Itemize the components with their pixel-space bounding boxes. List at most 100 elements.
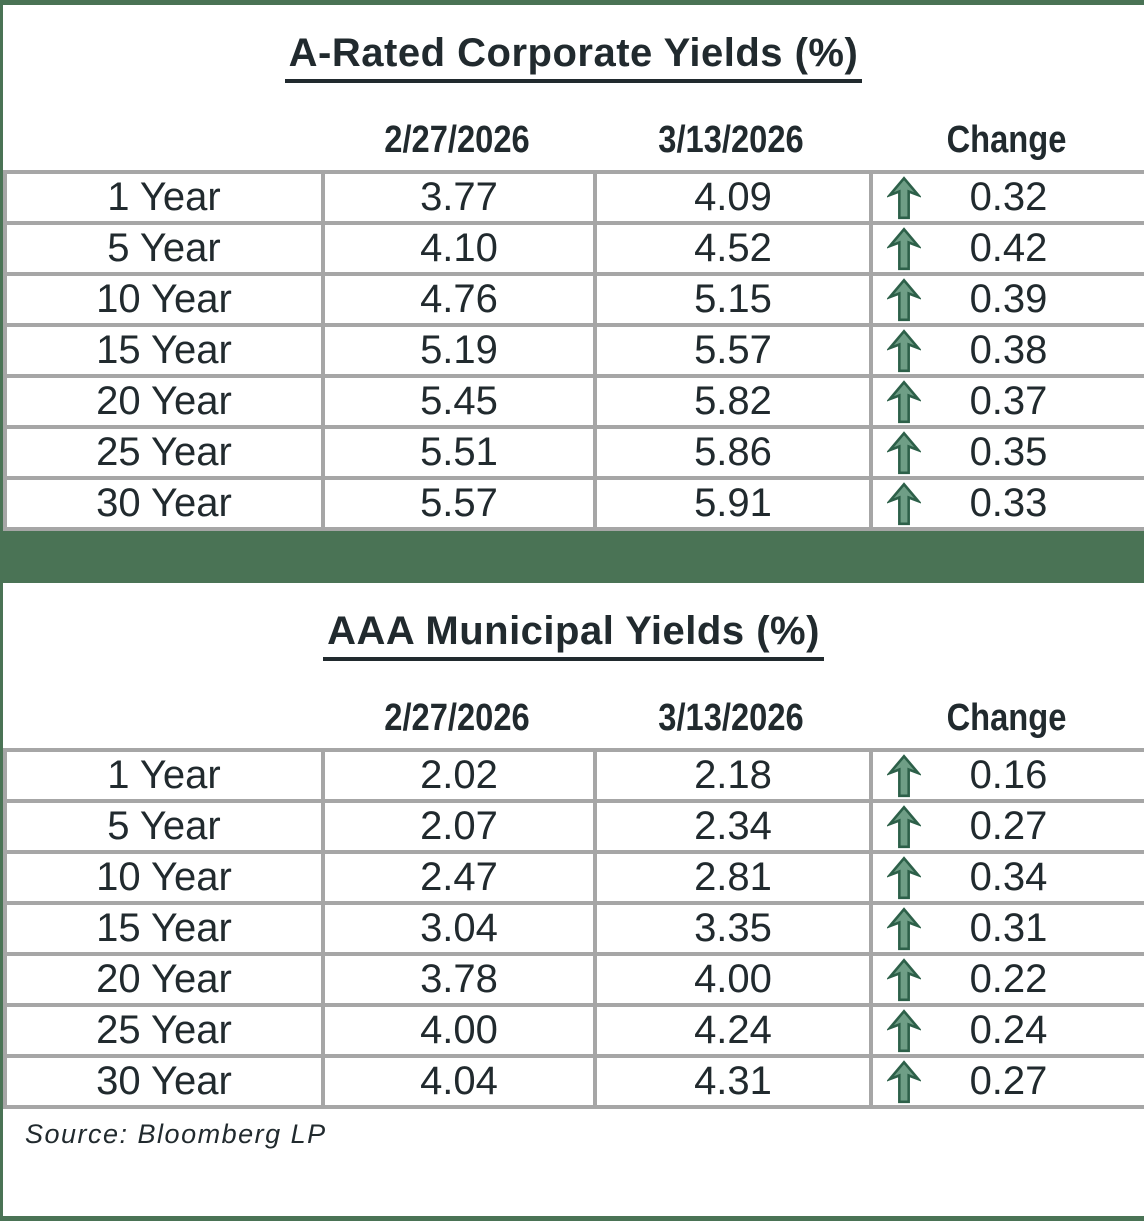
- change-cell: 0.24: [869, 1003, 1144, 1058]
- change-cell: 0.31: [869, 901, 1144, 956]
- yield-curr-value: 5.86: [593, 425, 873, 480]
- up-arrow-icon: [887, 430, 921, 475]
- table-row: 1 Year 2.02 2.18 0.16: [3, 748, 1144, 803]
- maturity-label: 10 Year: [3, 850, 325, 905]
- yield-prev-value: 3.78: [321, 952, 597, 1007]
- maturity-label: 15 Year: [3, 901, 325, 956]
- change-cell: 0.35: [869, 425, 1144, 480]
- yield-prev-value: 4.00: [321, 1003, 597, 1058]
- municipal-yields-section-header: AAA Municipal Yields (%) 2/27/2026 3/13/…: [3, 583, 1144, 748]
- yield-prev-value: 5.51: [321, 425, 597, 480]
- change-value: 0.35: [969, 430, 1048, 474]
- yield-curr-value: 5.57: [593, 323, 873, 378]
- column-header-change: Change: [946, 697, 1067, 739]
- table-row: 1 Year 3.77 4.09 0.32: [3, 170, 1144, 225]
- source-text: Source: Bloomberg LP: [25, 1118, 327, 1149]
- yield-prev-value: 2.02: [321, 748, 597, 803]
- section-divider-bar: [0, 531, 1144, 583]
- change-value: 0.31: [969, 906, 1048, 950]
- yield-curr-value: 2.34: [593, 799, 873, 854]
- table-row: 30 Year 5.57 5.91 0.33: [3, 476, 1144, 531]
- column-header-change: Change: [946, 119, 1067, 161]
- maturity-label: 1 Year: [3, 748, 325, 803]
- table-row: 25 Year 4.00 4.24 0.24: [3, 1003, 1144, 1058]
- maturity-label: 25 Year: [3, 425, 325, 480]
- column-header-date-prev: 2/27/2026: [384, 119, 530, 161]
- maturity-label: 30 Year: [3, 1054, 325, 1109]
- up-arrow-icon: [887, 906, 921, 951]
- change-value: 0.37: [969, 379, 1048, 423]
- yield-curr-value: 5.15: [593, 272, 873, 327]
- maturity-label: 25 Year: [3, 1003, 325, 1058]
- change-cell: 0.32: [869, 170, 1144, 225]
- change-cell: 0.33: [869, 476, 1144, 531]
- up-arrow-icon: [887, 226, 921, 271]
- maturity-label: 5 Year: [3, 799, 325, 854]
- up-arrow-icon: [887, 481, 921, 526]
- table-row: 20 Year 3.78 4.00 0.22: [3, 952, 1144, 1007]
- page-title: A-Rated Corporate Yields (%): [284, 31, 863, 83]
- up-arrow-icon: [887, 855, 921, 900]
- table-row: 25 Year 5.51 5.86 0.35: [3, 425, 1144, 480]
- maturity-label: 20 Year: [3, 952, 325, 1007]
- up-arrow-icon: [887, 957, 921, 1002]
- yield-curr-value: 4.09: [593, 170, 873, 225]
- maturity-label: 30 Year: [3, 476, 325, 531]
- yield-prev-value: 4.76: [321, 272, 597, 327]
- change-value: 0.38: [969, 328, 1048, 372]
- change-value: 0.39: [969, 277, 1048, 321]
- change-cell: 0.27: [869, 1054, 1144, 1109]
- yield-curr-value: 4.00: [593, 952, 873, 1007]
- municipal-yields-table: 1 Year 2.02 2.18 0.16 5 Year 2.07 2.34 0…: [3, 748, 1144, 1109]
- change-cell: 0.42: [869, 221, 1144, 276]
- yield-prev-value: 2.07: [321, 799, 597, 854]
- table-row: 30 Year 4.04 4.31 0.27: [3, 1054, 1144, 1109]
- column-header-date-curr: 3/13/2026: [658, 697, 804, 739]
- maturity-label: 15 Year: [3, 323, 325, 378]
- maturity-label: 1 Year: [3, 170, 325, 225]
- table-row: 15 Year 3.04 3.35 0.31: [3, 901, 1144, 956]
- change-value: 0.33: [969, 481, 1048, 525]
- table-row: 20 Year 5.45 5.82 0.37: [3, 374, 1144, 429]
- corporate-yields-table: 1 Year 3.77 4.09 0.32 5 Year 4.10 4.52 0…: [3, 170, 1144, 531]
- yield-prev-value: 5.57: [321, 476, 597, 531]
- column-header-row: 2/27/2026 3/13/2026 Change: [3, 697, 1144, 748]
- column-header-row: 2/27/2026 3/13/2026 Change: [3, 119, 1144, 170]
- change-value: 0.27: [969, 1059, 1048, 1103]
- change-value: 0.32: [969, 175, 1048, 219]
- table-row: 5 Year 2.07 2.34 0.27: [3, 799, 1144, 854]
- corporate-yields-section-header: A-Rated Corporate Yields (%) 2/27/2026 3…: [3, 5, 1144, 170]
- change-value: 0.22: [969, 957, 1048, 1001]
- yield-prev-value: 2.47: [321, 850, 597, 905]
- change-cell: 0.16: [869, 748, 1144, 803]
- table-row: 15 Year 5.19 5.57 0.38: [3, 323, 1144, 378]
- yield-curr-value: 2.81: [593, 850, 873, 905]
- change-value: 0.34: [969, 855, 1048, 899]
- change-cell: 0.27: [869, 799, 1144, 854]
- change-value: 0.42: [969, 226, 1048, 270]
- maturity-label: 20 Year: [3, 374, 325, 429]
- change-cell: 0.38: [869, 323, 1144, 378]
- yield-curr-value: 5.82: [593, 374, 873, 429]
- yield-prev-value: 4.04: [321, 1054, 597, 1109]
- up-arrow-icon: [887, 328, 921, 373]
- yield-curr-value: 4.24: [593, 1003, 873, 1058]
- maturity-label: 5 Year: [3, 221, 325, 276]
- yield-prev-value: 4.10: [321, 221, 597, 276]
- yield-prev-value: 3.04: [321, 901, 597, 956]
- yield-curr-value: 5.91: [593, 476, 873, 531]
- up-arrow-icon: [887, 175, 921, 220]
- up-arrow-icon: [887, 277, 921, 322]
- change-cell: 0.37: [869, 374, 1144, 429]
- source-attribution: Source: Bloomberg LP: [3, 1109, 1144, 1159]
- maturity-label: 10 Year: [3, 272, 325, 327]
- up-arrow-icon: [887, 379, 921, 424]
- table-row: 10 Year 4.76 5.15 0.39: [3, 272, 1144, 327]
- page-title: AAA Municipal Yields (%): [323, 609, 824, 661]
- yield-curr-value: 3.35: [593, 901, 873, 956]
- change-value: 0.24: [969, 1008, 1048, 1052]
- table-row: 5 Year 4.10 4.52 0.42: [3, 221, 1144, 276]
- column-header-date-prev: 2/27/2026: [384, 697, 530, 739]
- up-arrow-icon: [887, 1008, 921, 1053]
- column-header-date-curr: 3/13/2026: [658, 119, 804, 161]
